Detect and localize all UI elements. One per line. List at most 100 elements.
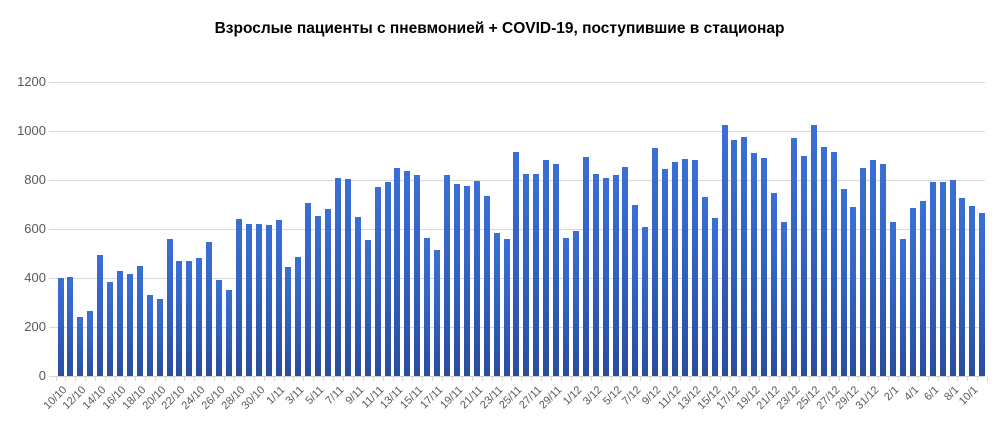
bar — [909, 208, 916, 376]
bar — [731, 139, 738, 376]
x-axis-tick — [214, 376, 216, 381]
bar — [364, 240, 371, 376]
bar — [305, 203, 312, 376]
x-axis-tick — [432, 376, 434, 381]
gridline — [55, 131, 985, 132]
y-axis-tick — [49, 131, 55, 132]
bar — [553, 164, 560, 376]
bar — [979, 213, 986, 376]
x-axis-tick — [898, 376, 900, 381]
x-axis-tick — [848, 376, 850, 381]
x-axis-tick — [471, 376, 473, 381]
x-axis-tick — [144, 376, 146, 381]
chart-title: Взрослые пациенты с пневмонией + COVID-1… — [214, 20, 785, 37]
bar — [870, 160, 877, 376]
bar — [463, 186, 470, 376]
bar — [830, 151, 837, 376]
x-axis-tick — [808, 376, 810, 381]
x-axis-tick — [452, 376, 453, 381]
x-axis-tick — [977, 376, 979, 381]
bar — [701, 197, 708, 376]
x-axis-tick — [75, 376, 77, 381]
y-tick-label: 400 — [24, 270, 46, 285]
bar — [444, 175, 451, 376]
x-axis-tick — [154, 376, 156, 381]
bar — [899, 238, 906, 376]
bar — [453, 183, 460, 376]
bar — [255, 224, 262, 376]
bar — [77, 317, 84, 376]
x-axis-tick — [580, 376, 582, 381]
x-axis-tick — [184, 376, 186, 381]
x-axis-tick — [670, 376, 672, 381]
bar — [354, 216, 361, 376]
bar — [216, 280, 223, 376]
y-tick-label: 600 — [24, 221, 46, 236]
bar — [919, 200, 926, 376]
y-tick-label: 0 — [38, 368, 46, 383]
x-axis-tick — [313, 376, 315, 381]
bar — [582, 156, 589, 376]
x-axis-tick — [273, 376, 275, 381]
gridline — [55, 278, 985, 279]
x-axis-tick — [422, 376, 424, 381]
bar — [285, 266, 292, 376]
x-axis-tick — [362, 376, 364, 381]
bar — [781, 221, 788, 376]
x-axis-tick — [283, 376, 285, 381]
x-axis-tick — [105, 376, 107, 381]
x-axis-tick — [501, 376, 503, 381]
bar — [681, 159, 688, 376]
x-axis-tick — [263, 376, 265, 381]
bar — [245, 224, 252, 376]
x-axis-tick — [65, 376, 67, 381]
x-axis-tick — [243, 376, 245, 381]
x-axis-tick — [719, 376, 721, 381]
bar — [503, 238, 510, 376]
x-axis-tick — [640, 376, 642, 381]
gridline — [55, 327, 985, 328]
x-axis-tick — [590, 376, 592, 381]
gridline — [55, 229, 985, 230]
x-axis-tick — [382, 376, 384, 381]
bar — [800, 155, 807, 376]
bar — [533, 173, 540, 376]
x-axis-tick — [679, 376, 681, 381]
bar — [404, 171, 411, 376]
y-axis-tick — [49, 180, 55, 181]
x-axis-tick — [620, 376, 622, 381]
x-axis-tick — [630, 376, 632, 381]
y-axis-tick — [49, 229, 55, 230]
bar — [562, 237, 569, 376]
x-axis-tick — [947, 376, 949, 381]
x-axis-tick — [551, 376, 553, 381]
x-axis-tick — [699, 376, 701, 381]
x-axis-tick — [779, 376, 781, 381]
bar — [166, 238, 173, 376]
x-axis-tick — [769, 376, 771, 381]
bar — [473, 181, 480, 376]
x-axis-tick — [709, 376, 711, 381]
bar — [860, 167, 867, 376]
x-axis-tick — [650, 376, 652, 381]
bar — [136, 265, 143, 376]
x-axis-tick — [164, 376, 166, 381]
bar — [493, 232, 500, 376]
bar — [622, 166, 629, 376]
bar — [890, 221, 897, 376]
x-axis-tick — [521, 376, 523, 381]
y-tick-label: 1000 — [17, 123, 46, 138]
x-axis-tick — [868, 376, 870, 381]
x-axis-tick — [204, 376, 206, 381]
x-axis-tick — [442, 376, 444, 381]
x-axis-tick — [759, 376, 761, 381]
bar — [196, 258, 203, 376]
bar — [146, 295, 153, 376]
x-axis-tick — [828, 376, 830, 381]
x-axis-tick — [412, 376, 414, 381]
bar — [820, 146, 827, 376]
bar — [67, 276, 74, 376]
bar — [741, 137, 748, 376]
y-axis-tick — [49, 376, 55, 377]
